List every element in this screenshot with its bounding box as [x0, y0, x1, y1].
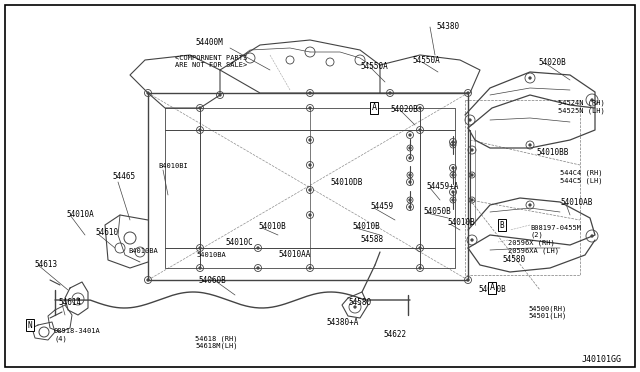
Text: A: A: [490, 283, 495, 292]
Text: 54465: 54465: [112, 172, 135, 181]
Circle shape: [147, 92, 149, 94]
Text: 54010B: 54010B: [258, 222, 285, 231]
Circle shape: [471, 174, 473, 176]
Circle shape: [409, 181, 412, 183]
Circle shape: [471, 239, 473, 241]
Circle shape: [309, 189, 311, 191]
Circle shape: [309, 139, 311, 141]
Text: 54459+A: 54459+A: [426, 182, 458, 191]
Text: 54380+A: 54380+A: [326, 318, 358, 327]
Text: 54380: 54380: [436, 22, 459, 31]
Text: 54010BB: 54010BB: [536, 148, 568, 157]
Circle shape: [409, 134, 412, 136]
Circle shape: [309, 164, 311, 166]
Text: 54580: 54580: [502, 255, 525, 264]
Text: 54459: 54459: [370, 202, 393, 211]
Circle shape: [452, 199, 454, 201]
Circle shape: [199, 267, 201, 269]
Circle shape: [471, 199, 473, 201]
Circle shape: [452, 167, 454, 169]
Circle shape: [452, 141, 454, 143]
Text: 54040B: 54040B: [478, 285, 506, 294]
Text: <COMPORNENT PARTS
ARE NOT FOR SALE>: <COMPORNENT PARTS ARE NOT FOR SALE>: [175, 55, 247, 68]
Text: 54550A: 54550A: [360, 62, 388, 71]
Circle shape: [257, 267, 259, 269]
Text: 54020B: 54020B: [390, 105, 418, 114]
Circle shape: [199, 129, 201, 131]
Text: 54010B: 54010B: [447, 218, 475, 227]
Text: 54610: 54610: [95, 228, 118, 237]
Text: 54618 (RH)
54618M(LH): 54618 (RH) 54618M(LH): [195, 335, 237, 349]
Circle shape: [452, 174, 454, 176]
Circle shape: [471, 149, 473, 151]
Text: A: A: [371, 103, 376, 112]
Text: B4010BI: B4010BI: [158, 163, 188, 169]
Circle shape: [309, 107, 311, 109]
Text: 54580: 54580: [348, 298, 371, 307]
Circle shape: [467, 279, 469, 281]
Circle shape: [257, 247, 259, 249]
Text: 54050B: 54050B: [423, 207, 451, 216]
Circle shape: [452, 144, 454, 146]
Circle shape: [199, 247, 201, 249]
Circle shape: [591, 235, 593, 237]
Text: 54010AA: 54010AA: [278, 250, 310, 259]
Circle shape: [354, 306, 356, 308]
Text: 54010B: 54010B: [352, 222, 380, 231]
Circle shape: [199, 107, 201, 109]
Text: 54010A: 54010A: [66, 210, 93, 219]
Text: 20596X (RH)
20596XA (LH): 20596X (RH) 20596XA (LH): [508, 240, 559, 254]
Circle shape: [529, 144, 531, 146]
Circle shape: [409, 206, 412, 208]
Circle shape: [409, 174, 412, 176]
Text: B08197-0455M
(2): B08197-0455M (2): [530, 225, 581, 238]
Text: 54010C: 54010C: [225, 238, 253, 247]
Text: 544C4 (RH)
544C5 (LH): 544C4 (RH) 544C5 (LH): [560, 170, 602, 184]
Circle shape: [529, 204, 531, 206]
Text: 54613: 54613: [34, 260, 57, 269]
Text: B: B: [500, 221, 504, 230]
Text: B4010BA: B4010BA: [128, 248, 157, 254]
Text: N: N: [28, 321, 32, 330]
Circle shape: [77, 298, 79, 300]
Circle shape: [309, 267, 311, 269]
Text: 54622: 54622: [383, 330, 406, 339]
Circle shape: [468, 119, 471, 121]
Text: 54400M: 54400M: [195, 38, 223, 47]
Circle shape: [529, 77, 531, 79]
Text: 54010DB: 54010DB: [330, 178, 362, 187]
Text: 54550A: 54550A: [412, 56, 440, 65]
Circle shape: [419, 267, 421, 269]
Text: 54060B: 54060B: [198, 276, 226, 285]
Circle shape: [147, 279, 149, 281]
Circle shape: [419, 129, 421, 131]
Text: 54020B: 54020B: [538, 58, 566, 67]
Circle shape: [409, 157, 412, 159]
Text: 54614: 54614: [58, 298, 81, 307]
Text: 54010BA: 54010BA: [196, 252, 226, 258]
Circle shape: [219, 94, 221, 96]
Circle shape: [309, 92, 311, 94]
Circle shape: [409, 199, 412, 201]
Circle shape: [388, 92, 391, 94]
Circle shape: [467, 92, 469, 94]
Circle shape: [419, 247, 421, 249]
Circle shape: [591, 99, 593, 101]
Text: 54588: 54588: [360, 235, 383, 244]
Circle shape: [309, 214, 311, 216]
Text: 54500(RH)
54501(LH): 54500(RH) 54501(LH): [528, 305, 566, 319]
Circle shape: [452, 191, 454, 193]
Text: 54010AB: 54010AB: [560, 198, 593, 207]
Circle shape: [409, 147, 412, 149]
Text: 08918-3401A
(4): 08918-3401A (4): [54, 328, 100, 341]
Text: 54524N (RH)
54525N (LH): 54524N (RH) 54525N (LH): [558, 100, 605, 114]
Text: J40101GG: J40101GG: [582, 355, 622, 364]
Circle shape: [419, 107, 421, 109]
